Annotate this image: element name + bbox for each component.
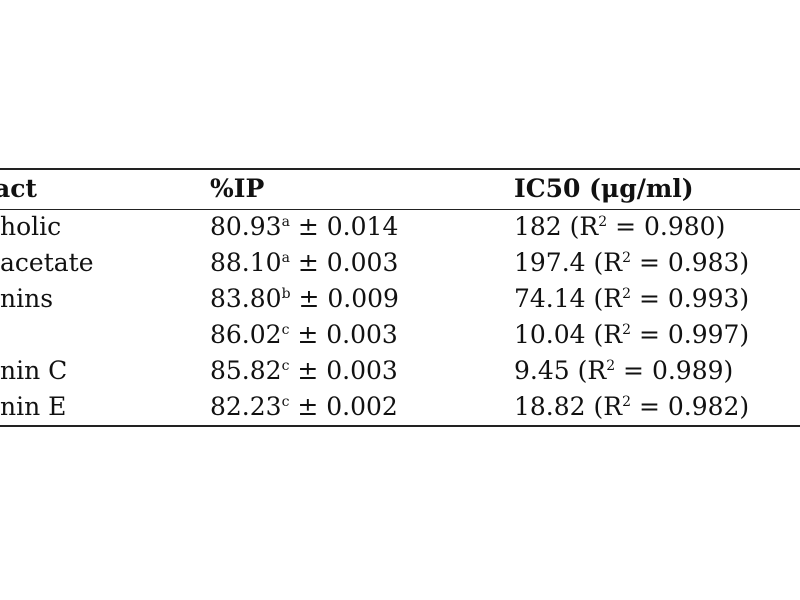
ip-error: ± 0.002 bbox=[289, 392, 398, 421]
table-bottom-rule bbox=[0, 425, 800, 427]
ic50-value: 74.14 (R bbox=[514, 284, 623, 313]
ic50-cell: 197.4 (R2 = 0.983) bbox=[514, 245, 749, 281]
header-extract: act bbox=[0, 174, 37, 203]
ic50-tail: = 0.982) bbox=[631, 392, 750, 421]
ip-value: 80.93 bbox=[210, 212, 282, 241]
header-ic50: IC50 (μg/ml) bbox=[514, 174, 694, 203]
extract-cell: nins bbox=[0, 284, 54, 313]
ip-cell: 82.23c ± 0.002 bbox=[210, 389, 398, 425]
ic50-tail: = 0.993) bbox=[631, 284, 750, 313]
ip-error: ± 0.003 bbox=[289, 320, 398, 349]
ip-error: ± 0.003 bbox=[289, 248, 399, 277]
table-row: nins 83.80b ± 0.009 74.14 (R2 = 0.993) bbox=[0, 281, 800, 317]
ic50-cell: 182 (R2 = 0.980) bbox=[514, 209, 725, 245]
header-ip: %IP bbox=[210, 174, 265, 203]
ic50-cell: 10.04 (R2 = 0.997) bbox=[514, 317, 749, 353]
ip-superscript: b bbox=[281, 286, 291, 302]
ic50-tail: = 0.980) bbox=[607, 212, 726, 241]
table-header-rule bbox=[0, 209, 800, 210]
table-row: acetate 88.10a ± 0.003 197.4 (R2 = 0.983… bbox=[0, 245, 800, 281]
ip-error: ± 0.009 bbox=[290, 284, 399, 313]
r-squared-superscript: 2 bbox=[622, 394, 632, 410]
ip-error: ± 0.014 bbox=[289, 212, 399, 241]
ip-error: ± 0.003 bbox=[289, 356, 398, 385]
ip-value: 82.23 bbox=[210, 392, 282, 421]
ip-superscript: a bbox=[281, 214, 290, 230]
ic50-tail: = 0.997) bbox=[631, 320, 750, 349]
ip-value: 83.80 bbox=[210, 284, 282, 313]
extract-cell: nin E bbox=[0, 392, 67, 421]
ic50-cell: 18.82 (R2 = 0.982) bbox=[514, 389, 749, 425]
r-squared-superscript: 2 bbox=[622, 250, 632, 266]
ic50-value: 18.82 (R bbox=[514, 392, 623, 421]
ip-value: 86.02 bbox=[210, 320, 282, 349]
ip-value: 88.10 bbox=[210, 248, 282, 277]
ip-cell: 85.82c ± 0.003 bbox=[210, 353, 398, 389]
r-squared-superscript: 2 bbox=[606, 358, 616, 374]
ic50-tail: = 0.989) bbox=[615, 356, 734, 385]
ip-cell: 86.02c ± 0.003 bbox=[210, 317, 398, 353]
ic50-value: 9.45 (R bbox=[514, 356, 607, 385]
table-row: holic 80.93a ± 0.014 182 (R2 = 0.980) bbox=[0, 209, 800, 245]
ic50-value: 10.04 (R bbox=[514, 320, 623, 349]
ip-superscript: c bbox=[281, 322, 290, 338]
ip-cell: 83.80b ± 0.009 bbox=[210, 281, 399, 317]
r-squared-superscript: 2 bbox=[622, 322, 632, 338]
ic50-cell: 74.14 (R2 = 0.993) bbox=[514, 281, 749, 317]
ic50-value: 182 (R bbox=[514, 212, 599, 241]
table-header-row: act %IP IC50 (μg/ml) bbox=[0, 171, 800, 207]
table-row: 86.02c ± 0.003 10.04 (R2 = 0.997) bbox=[0, 317, 800, 353]
table-row: nin C 85.82c ± 0.003 9.45 (R2 = 0.989) bbox=[0, 353, 800, 389]
ic50-cell: 9.45 (R2 = 0.989) bbox=[514, 353, 733, 389]
ip-superscript: c bbox=[281, 394, 290, 410]
ip-value: 85.82 bbox=[210, 356, 282, 385]
ic50-tail: = 0.983) bbox=[631, 248, 750, 277]
table-top-rule bbox=[0, 168, 800, 170]
r-squared-superscript: 2 bbox=[622, 286, 632, 302]
extract-cell: acetate bbox=[0, 248, 94, 277]
ic50-value: 197.4 (R bbox=[514, 248, 623, 277]
ip-cell: 88.10a ± 0.003 bbox=[210, 245, 398, 281]
ip-cell: 80.93a ± 0.014 bbox=[210, 209, 398, 245]
extract-cell: holic bbox=[0, 212, 62, 241]
r-squared-superscript: 2 bbox=[598, 214, 608, 230]
extract-cell: nin C bbox=[0, 356, 68, 385]
ip-superscript: c bbox=[281, 358, 290, 374]
ip-superscript: a bbox=[281, 250, 290, 266]
table-row: nin E 82.23c ± 0.002 18.82 (R2 = 0.982) bbox=[0, 389, 800, 425]
